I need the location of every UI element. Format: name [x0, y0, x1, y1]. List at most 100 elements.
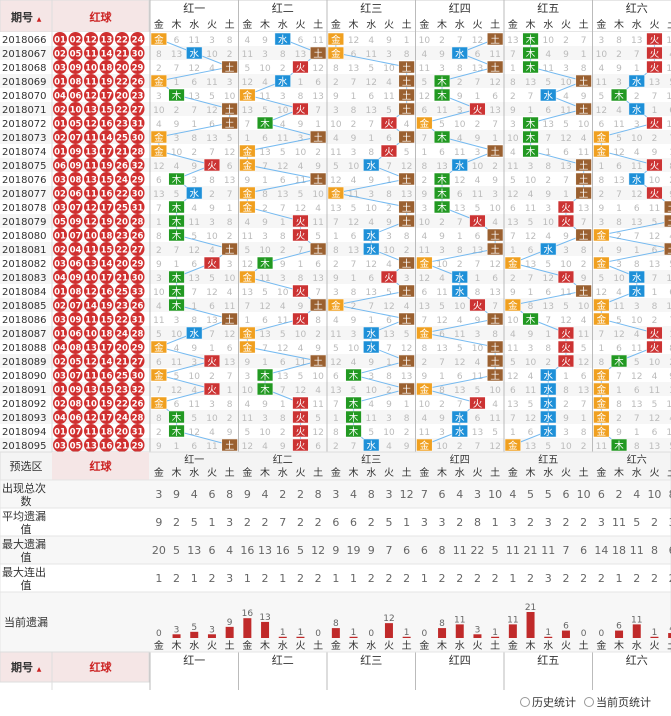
preselect-element-option[interactable]: 土 [402, 466, 412, 479]
omission-count: 8 [191, 316, 197, 326]
element-hit-label: 木 [526, 48, 536, 60]
omission-count: 1 [457, 232, 463, 242]
red-ball-number: 17 [101, 148, 113, 158]
omission-count: 11 [312, 218, 323, 228]
preselect-element-option[interactable]: 金 [596, 466, 606, 479]
red-ball-number: 20 [116, 260, 128, 270]
omission-count: 1 [545, 330, 551, 340]
preselect-element-option[interactable]: 金 [154, 466, 164, 479]
stat-value: 2 [633, 572, 640, 585]
omission-count: 11 [525, 386, 536, 396]
omission-count: 12 [578, 358, 589, 368]
omission-count: 3 [351, 330, 357, 340]
bottom-period-header[interactable]: 期号 [11, 660, 33, 674]
preselect-element-option[interactable]: 金 [508, 466, 518, 479]
preselect-element-option[interactable]: 水 [278, 467, 288, 479]
preselect-element-option[interactable]: 火 [384, 467, 394, 479]
preselect-element-option[interactable]: 土 [579, 466, 589, 479]
stat-value: 18 [612, 544, 626, 557]
omission-bar [384, 623, 393, 638]
omission-count: 13 [259, 330, 270, 340]
element-hit-marker [664, 200, 671, 214]
preselect-element-option[interactable]: 金 [331, 466, 341, 479]
period-cell: 2018095 [2, 441, 47, 452]
period-cell: 2018077 [2, 189, 47, 200]
stat-value: 10 [488, 488, 502, 501]
preselect-element-option[interactable]: 土 [225, 466, 235, 479]
omission-count: 1 [616, 386, 622, 396]
preselect-element-option[interactable]: 水 [543, 467, 553, 479]
omission-count: 2 [616, 50, 622, 60]
preselect-element-option[interactable]: 木 [614, 467, 624, 479]
red-ball-number: 05 [70, 120, 82, 130]
current-page-stats-option[interactable]: 当前页统计 [584, 694, 651, 710]
preselect-element-option[interactable]: 土 [490, 466, 500, 479]
omission-count: 1 [386, 358, 392, 368]
omission-count: 13 [578, 386, 589, 396]
preselect-element-option[interactable]: 火 [295, 467, 305, 479]
red-ball [84, 228, 98, 242]
omission-count: 9 [581, 274, 587, 284]
omission-count: 5 [368, 64, 374, 74]
preselect-element-option[interactable]: 水 [455, 467, 465, 479]
red-ball [84, 312, 98, 326]
omission-count: 1 [280, 218, 286, 228]
red-ball [53, 214, 67, 228]
period-cell: 2018078 [2, 203, 47, 214]
period-cell: 2018090 [2, 371, 47, 382]
preselect-element-option[interactable]: 火 [207, 467, 217, 479]
omission-count: 4 [669, 232, 671, 242]
preselect-element-option[interactable]: 火 [649, 467, 659, 479]
stat-value: 7 [421, 488, 428, 501]
omission-count: 3 [280, 92, 286, 102]
omission-count: 4 [669, 50, 671, 60]
table-row [0, 88, 671, 102]
red-ball-number: 15 [101, 176, 113, 186]
period-column-header[interactable]: 期号 [11, 10, 33, 24]
omission-count: 6 [510, 204, 516, 214]
omission-count: 11 [277, 316, 288, 326]
omission-count: 5 [191, 232, 197, 242]
preselect-element-option[interactable]: 火 [561, 467, 571, 479]
element-hit-label: 金 [597, 370, 607, 382]
omission-count: 12 [436, 316, 447, 326]
element-hit-label: 水 [366, 160, 376, 172]
omission-count: 2 [669, 358, 671, 368]
preselect-element-option[interactable]: 木 [349, 467, 359, 479]
stats-row-label-cont: 值 [21, 579, 32, 592]
red-ball-number: 25 [116, 372, 128, 382]
preselect-element-option[interactable]: 水 [632, 467, 642, 479]
red-ball [99, 270, 114, 284]
omission-count: 1 [652, 288, 658, 298]
omission-count: 1 [298, 260, 304, 270]
element-hit-marker [398, 172, 415, 186]
omission-count: 12 [330, 358, 341, 368]
preselect-element-option[interactable]: 金 [419, 466, 429, 479]
preselect-element-option[interactable]: 木 [437, 467, 447, 479]
omission-count: 8 [528, 302, 534, 312]
period-cell: 2018079 [2, 217, 47, 228]
omission-count: 7 [545, 316, 551, 326]
omission-count: 4 [404, 120, 410, 130]
omission-count: 8 [404, 50, 410, 60]
omission-count: 4 [156, 120, 162, 130]
stat-value: 2 [173, 572, 180, 585]
omission-count: 10 [472, 162, 484, 172]
omission-count: 6 [528, 246, 534, 256]
preselect-element-option[interactable]: 水 [189, 467, 199, 479]
omission-count: 6 [457, 190, 463, 200]
preselect-element-option[interactable]: 金 [242, 466, 252, 479]
preselect-element-option[interactable]: 木 [172, 467, 182, 479]
preselect-element-option[interactable]: 土 [313, 466, 323, 479]
history-stats-option[interactable]: 历史统计 [520, 694, 576, 710]
red-ball-number: 20 [116, 218, 128, 228]
red-ball [84, 396, 98, 410]
element-hit-label: 土 [402, 202, 412, 214]
preselect-element-option[interactable]: 土 [667, 466, 671, 479]
preselect-element-option[interactable]: 水 [366, 467, 376, 479]
preselect-element-option[interactable]: 木 [260, 467, 270, 479]
omission-bar-value: 1 [404, 628, 410, 638]
preselect-element-option[interactable]: 木 [526, 467, 536, 479]
period-cell: 2018076 [2, 175, 47, 186]
preselect-element-option[interactable]: 火 [472, 467, 482, 479]
